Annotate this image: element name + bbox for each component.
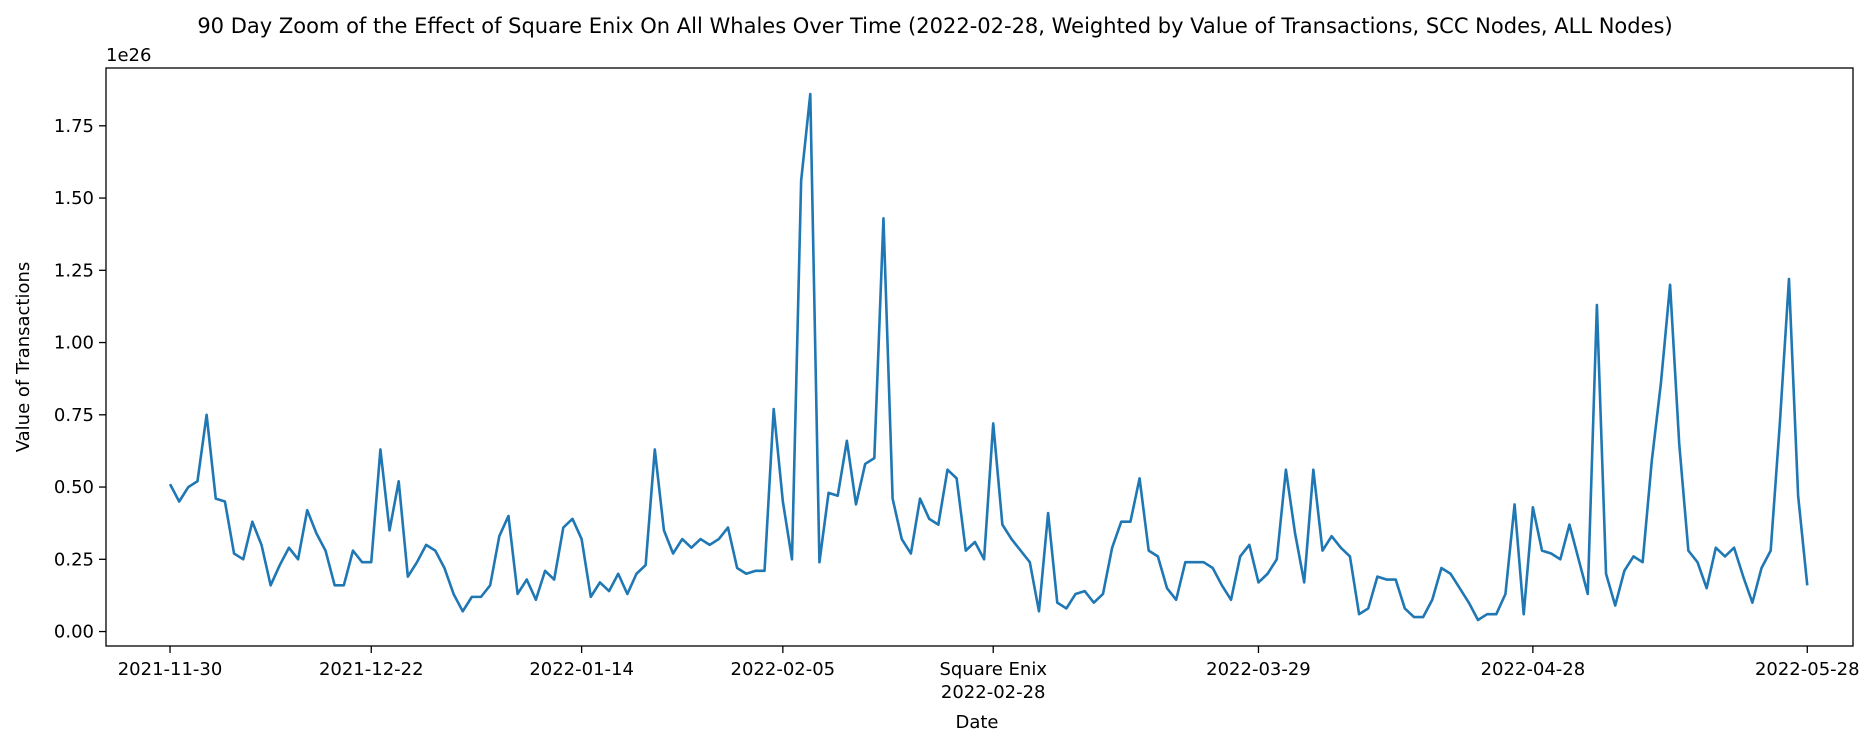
x-axis-label: Date xyxy=(955,712,998,733)
y-tick-label: 0.50 xyxy=(54,477,94,498)
x-tick-label: 2022-05-28 xyxy=(1755,659,1860,680)
x-tick-label: 2022-03-29 xyxy=(1206,659,1311,680)
y-tick-label: 0.00 xyxy=(54,622,94,643)
plot-frame xyxy=(105,67,1854,647)
plot-area xyxy=(105,67,1854,647)
y-axis: 0.00 0.25 0.50 0.75 1.00 1.25 1.50 1.75 xyxy=(54,116,106,643)
series-line xyxy=(168,92,1809,622)
y-tick-label: 0.75 xyxy=(54,405,94,426)
y-exponent-label: 1e26 xyxy=(106,45,151,66)
x-tick-label: 2022-04-28 xyxy=(1481,659,1586,680)
x-axis: 2021-11-30 2021-12-22 2022-01-14 2022-02-05… xyxy=(118,646,1860,703)
y-tick-label: 1.25 xyxy=(54,260,94,281)
y-tick-label: 1.00 xyxy=(54,333,94,354)
y-tick-label: 1.75 xyxy=(54,116,94,137)
x-tick-label: 2022-02-28 xyxy=(941,682,1046,703)
y-tick-label: 1.50 xyxy=(54,188,94,209)
x-tick-label: 2022-02-05 xyxy=(731,659,836,680)
y-axis-label: Value of Transactions xyxy=(13,262,34,453)
x-tick-label: 2021-12-22 xyxy=(319,659,424,680)
chart-title: 90 Day Zoom of the Effect of Square Enix… xyxy=(197,14,1672,38)
x-tick-label: 2021-11-30 xyxy=(118,659,223,680)
event-annotation-label: Square Enix xyxy=(939,659,1047,680)
x-tick-label: 2022-01-14 xyxy=(529,659,634,680)
y-tick-label: 0.25 xyxy=(54,549,94,570)
